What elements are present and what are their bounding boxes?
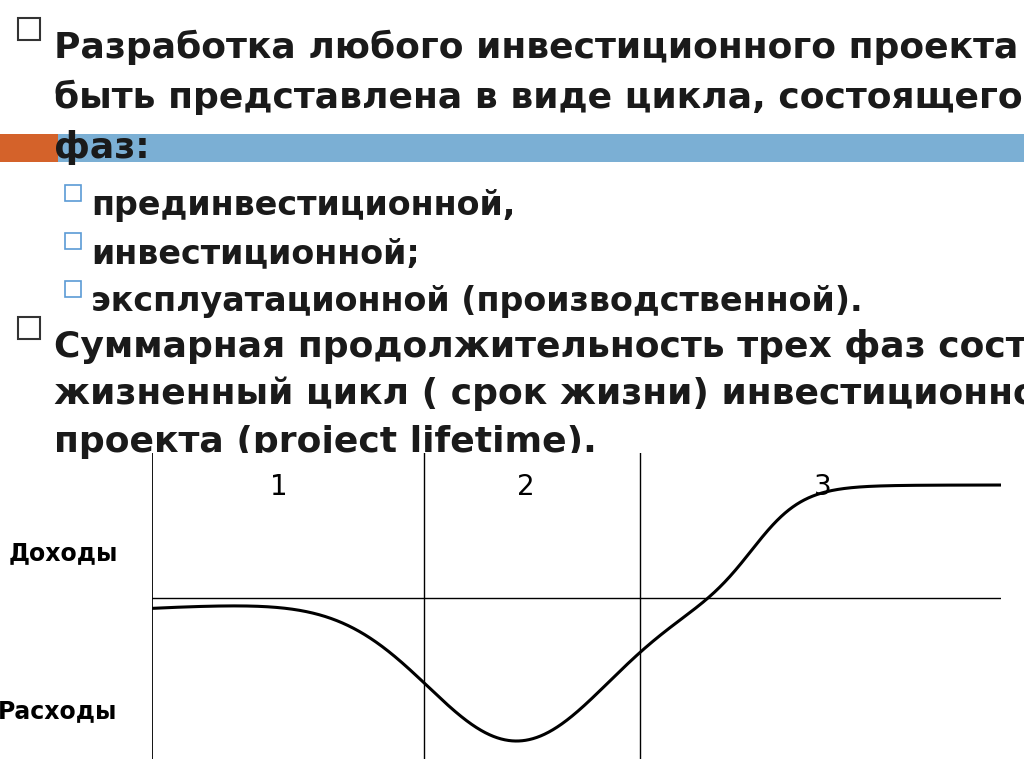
Text: 1: 1 bbox=[270, 472, 288, 501]
Text: фаз:: фаз: bbox=[54, 130, 150, 165]
Text: инвестиционной;: инвестиционной; bbox=[91, 237, 420, 270]
Text: эксплуатационной (производственной).: эксплуатационной (производственной). bbox=[91, 285, 862, 318]
Text: прединвестиционной,: прединвестиционной, bbox=[91, 189, 515, 222]
Text: 2: 2 bbox=[517, 472, 535, 501]
Text: Доходы: Доходы bbox=[8, 542, 118, 565]
Text: Расходы: Расходы bbox=[0, 699, 118, 723]
Text: быть представлена в виде цикла, состоящего из трех: быть представлена в виде цикла, состояще… bbox=[54, 80, 1024, 115]
Bar bbox=[65, 186, 81, 202]
Bar bbox=[65, 281, 81, 297]
Bar bbox=[0, 133, 58, 162]
Bar bbox=[65, 233, 81, 249]
Text: Суммарная продолжительность трех фаз составляет: Суммарная продолжительность трех фаз сос… bbox=[54, 329, 1024, 364]
Bar bbox=[18, 18, 40, 40]
Text: 3: 3 bbox=[814, 472, 831, 501]
Bar bbox=[18, 317, 40, 339]
Text: жизненный цикл ( срок жизни) инвестиционного: жизненный цикл ( срок жизни) инвестицион… bbox=[54, 377, 1024, 411]
Text: проекта (project lifetime).: проекта (project lifetime). bbox=[54, 425, 597, 459]
Text: Разработка любого инвестиционного проекта может: Разработка любого инвестиционного проект… bbox=[54, 30, 1024, 65]
Text: Время: Время bbox=[1023, 598, 1024, 622]
Bar bbox=[58, 133, 1024, 162]
